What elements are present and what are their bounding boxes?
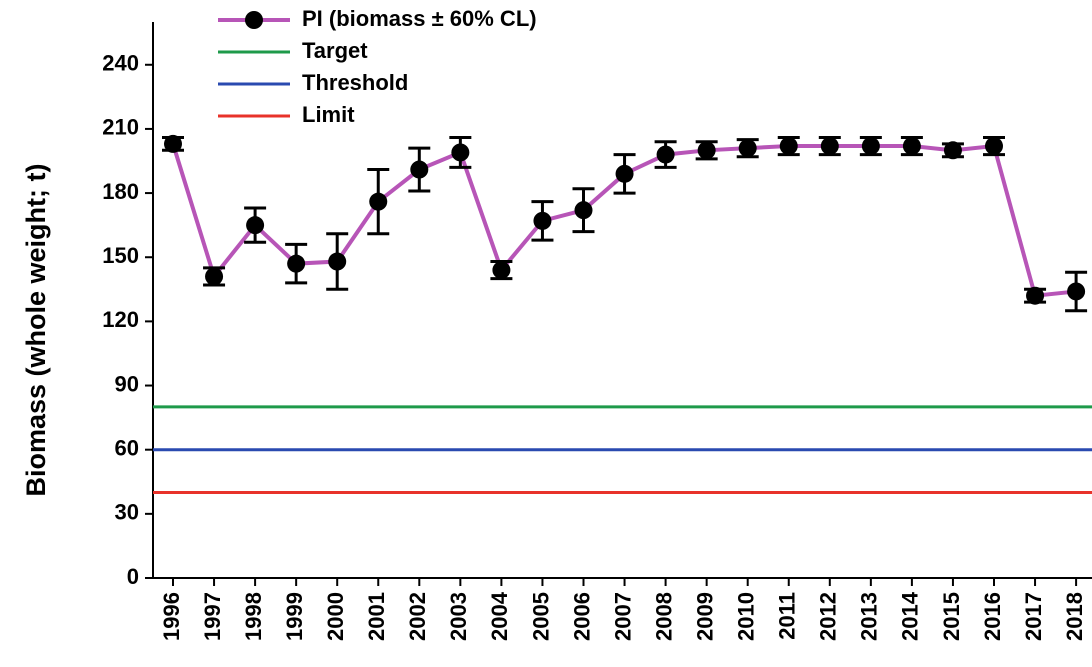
data-point xyxy=(615,164,634,183)
x-tick-label: 2017 xyxy=(1021,592,1046,641)
data-point xyxy=(943,141,962,160)
x-tick-label: 2000 xyxy=(323,592,348,641)
x-tick-label: 1998 xyxy=(241,592,266,641)
data-point xyxy=(287,254,306,273)
y-tick-label: 30 xyxy=(115,500,139,525)
data-point xyxy=(697,141,716,160)
data-point xyxy=(492,261,511,280)
data-point xyxy=(1067,282,1086,301)
data-point xyxy=(574,201,593,220)
data-point xyxy=(1026,286,1045,305)
data-point xyxy=(451,143,470,162)
x-tick-label: 2010 xyxy=(734,592,759,641)
legend-label: Limit xyxy=(302,102,355,127)
y-axis-label: Biomass (whole weight; t) xyxy=(21,163,51,496)
y-tick-label: 180 xyxy=(102,179,139,204)
x-tick-label: 2018 xyxy=(1062,592,1087,641)
data-point xyxy=(246,216,265,235)
y-tick-label: 90 xyxy=(115,371,139,396)
legend-label: PI (biomass ± 60% CL) xyxy=(302,6,537,31)
x-tick-label: 2008 xyxy=(651,592,676,641)
x-tick-label: 2013 xyxy=(857,592,882,641)
data-point xyxy=(533,211,552,230)
y-tick-label: 240 xyxy=(102,51,139,76)
x-tick-label: 1999 xyxy=(282,592,307,641)
y-tick-label: 150 xyxy=(102,243,139,268)
y-tick-label: 120 xyxy=(102,307,139,332)
data-point xyxy=(902,137,921,156)
x-tick-label: 2003 xyxy=(446,592,471,641)
x-tick-label: 2012 xyxy=(816,592,841,641)
x-tick-label: 2011 xyxy=(775,592,800,640)
y-tick-label: 60 xyxy=(115,436,139,461)
x-tick-label: 2016 xyxy=(980,592,1005,641)
data-point xyxy=(656,145,675,164)
data-point xyxy=(985,137,1003,156)
x-tick-label: 2006 xyxy=(569,592,594,641)
x-tick-label: 1996 xyxy=(159,592,184,641)
x-tick-label: 2009 xyxy=(692,592,717,641)
data-point xyxy=(328,252,347,271)
legend-marker xyxy=(245,11,263,29)
data-point xyxy=(205,267,224,286)
data-point xyxy=(369,192,388,211)
y-tick-label: 210 xyxy=(102,115,139,140)
data-point xyxy=(738,139,757,158)
data-point xyxy=(410,160,429,179)
x-tick-label: 2005 xyxy=(528,592,553,641)
x-tick-label: 2007 xyxy=(610,592,635,641)
legend-label: Threshold xyxy=(302,70,408,95)
data-point xyxy=(164,134,182,153)
legend-label: Target xyxy=(302,38,368,63)
x-tick-label: 2004 xyxy=(487,591,512,641)
data-point xyxy=(820,137,839,156)
x-tick-label: 2002 xyxy=(405,592,430,641)
x-tick-label: 2015 xyxy=(939,592,964,641)
x-tick-label: 2001 xyxy=(364,592,389,641)
y-tick-label: 0 xyxy=(127,564,139,589)
x-tick-label: 2014 xyxy=(898,591,923,641)
data-point xyxy=(861,137,880,156)
data-point xyxy=(779,137,798,156)
x-tick-label: 1997 xyxy=(200,592,225,641)
